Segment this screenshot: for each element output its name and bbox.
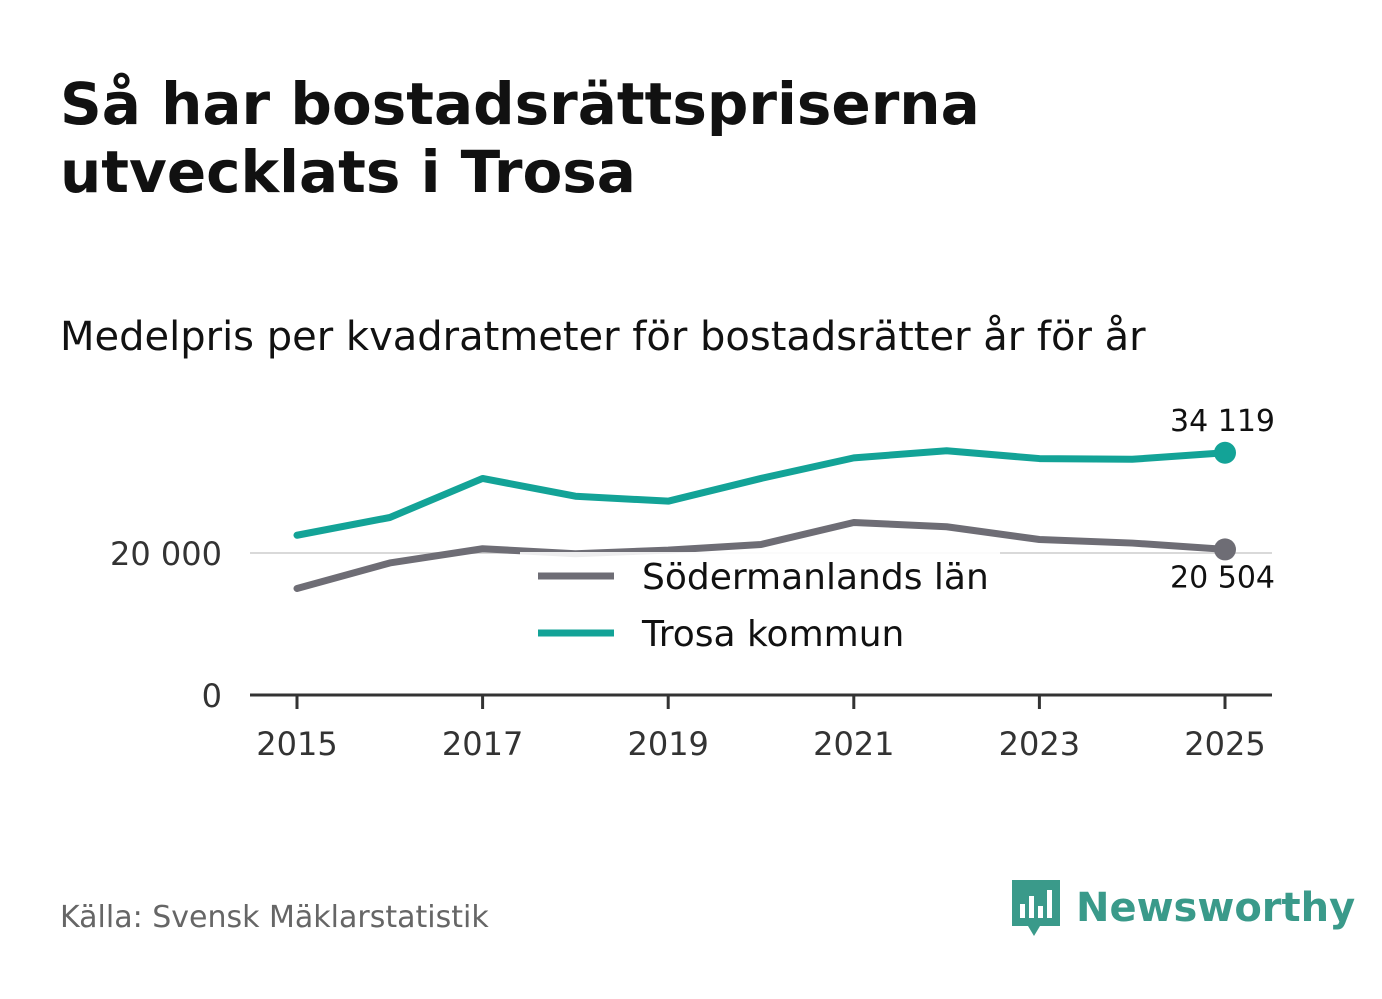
y-tick-label: 20 000 <box>110 535 222 573</box>
y-tick-label: 0 <box>202 677 222 715</box>
brand-logo: Newsworthy <box>1010 878 1355 938</box>
legend-background <box>520 552 1000 662</box>
x-tick-label: 2017 <box>442 725 523 763</box>
series-line-0 <box>293 518 1229 592</box>
chart-title: Så har bostadsrättspriserna utvecklats i… <box>60 70 980 206</box>
series-line-1 <box>293 447 1229 539</box>
x-tick-label: 2021 <box>813 725 894 763</box>
x-tick-label: 2025 <box>1184 725 1265 763</box>
x-tick-label: 2019 <box>627 725 708 763</box>
chart-subtitle: Medelpris per kvadratmeter för bostadsrä… <box>60 314 1146 360</box>
end-value-label-1: 34 119 <box>1170 404 1275 439</box>
legend-label-0: Södermanlands län <box>642 557 989 598</box>
series-end-point-0 <box>1214 538 1236 561</box>
source-note: Källa: Svensk Mäklarstatistik <box>60 900 489 935</box>
legend-label-1: Trosa kommun <box>641 614 904 655</box>
end-value-label-0: 20 504 <box>1170 560 1275 595</box>
newsworthy-logo-icon <box>1012 880 1060 936</box>
brand-name: Newsworthy <box>1076 885 1356 931</box>
x-tick-label: 2015 <box>256 725 337 763</box>
series-end-point-1 <box>1214 441 1236 464</box>
x-tick-label: 2023 <box>999 725 1080 763</box>
